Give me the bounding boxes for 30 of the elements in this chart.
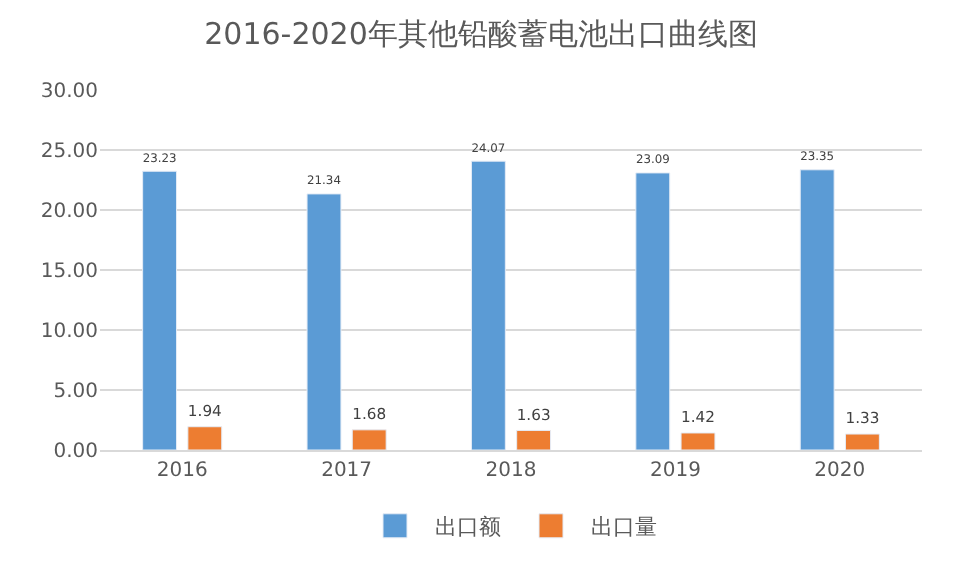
- bar: [516, 429, 552, 450]
- y-tick-label: 20.00: [40, 201, 98, 223]
- bar: [680, 432, 716, 450]
- bar: [844, 433, 880, 450]
- bar: [351, 429, 387, 450]
- y-tick-label: 25.00: [40, 141, 98, 163]
- x-tick-label: 2018: [485, 460, 537, 482]
- bar: [142, 170, 178, 450]
- bar: [470, 160, 506, 450]
- x-tick-label: 2020: [814, 460, 866, 482]
- x-tick-label: 2019: [649, 460, 701, 482]
- legend-label: 出口额: [435, 514, 501, 541]
- bar: [187, 426, 223, 450]
- y-tick-label: 30.00: [40, 81, 98, 103]
- x-tick-label: 2016: [156, 460, 208, 482]
- data-label: 1.94: [187, 402, 223, 421]
- y-tick-label: 10.00: [40, 321, 98, 343]
- bar: [635, 172, 671, 450]
- data-label: 1.42: [681, 408, 716, 427]
- bar: [306, 193, 342, 450]
- y-tick-label: 15.00: [40, 261, 98, 283]
- data-label: 1.63: [516, 405, 551, 424]
- x-tick-label: 2017: [321, 460, 373, 482]
- bar: [799, 169, 835, 450]
- legend-label: 出口量: [591, 514, 657, 541]
- chart-title: 2016-2020年其他铅酸蓄电池出口曲线图: [204, 16, 758, 53]
- data-label: 1.33: [845, 409, 880, 428]
- y-tick-label: 5.00: [53, 381, 98, 403]
- y-tick-label: 0.00: [53, 441, 98, 463]
- data-label: 1.68: [352, 405, 387, 424]
